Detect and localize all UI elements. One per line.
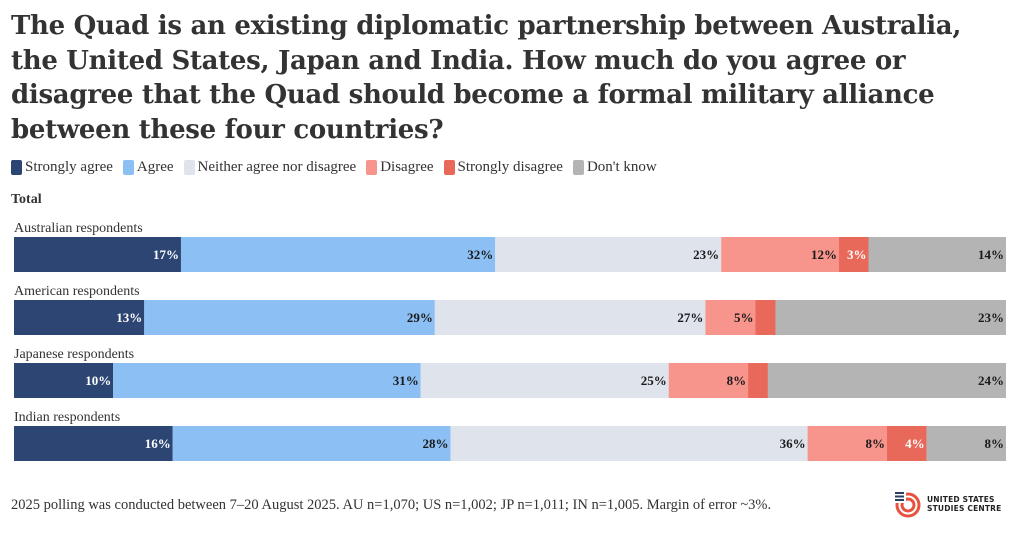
bar-segment-agree — [144, 300, 435, 335]
data-label: 10% — [85, 373, 111, 388]
legend-label: Strongly agree — [25, 159, 113, 175]
bar-segment-strongly-disagree — [748, 363, 768, 398]
legend-label: Agree — [136, 159, 174, 175]
data-label: 32% — [467, 247, 493, 262]
legend-item-strongly-agree: Strongly agree — [11, 159, 113, 176]
legend-item-disagree: Disagree — [366, 159, 434, 176]
footer-note: 2025 polling was conducted between 7–20 … — [11, 497, 772, 513]
legend-swatch — [183, 160, 195, 175]
data-label: 5% — [734, 310, 754, 325]
bar-segment-don-t-know — [767, 363, 1006, 398]
legend-item-agree: Agree — [122, 159, 174, 176]
ussc-logo-icon — [894, 491, 921, 518]
bar-segment-neither-agree-nor-disagree — [434, 300, 706, 335]
row-label: Indian respondents — [14, 410, 120, 425]
chart-title: The Quad is an existing diplomatic partn… — [11, 11, 962, 145]
section-label: Total — [11, 192, 42, 207]
bar-segment-neither-agree-nor-disagree — [420, 363, 669, 398]
legend-swatch — [443, 160, 455, 175]
legend-swatch — [366, 160, 378, 175]
legend-label: Disagree — [380, 159, 434, 175]
bar-segment-disagree — [721, 237, 840, 272]
data-label: 13% — [116, 310, 142, 325]
data-label: 25% — [641, 373, 667, 388]
bar-segment-disagree — [807, 426, 887, 461]
data-label: 28% — [422, 436, 448, 451]
legend-item-don-t-know: Don't know — [572, 159, 657, 176]
bar-segment-strongly-disagree — [886, 426, 927, 461]
row-label: Australian respondents — [14, 221, 143, 236]
row-label: Japanese respondents — [14, 347, 134, 362]
bar-segment-strongly-agree — [14, 363, 114, 398]
legend-item-strongly-disagree: Strongly disagree — [443, 159, 563, 176]
legend-item-neither-agree-nor-disagree: Neither agree nor disagree — [183, 159, 357, 176]
data-label: 24% — [978, 373, 1004, 388]
data-label: 31% — [393, 373, 419, 388]
legend-label: Strongly disagree — [457, 159, 563, 175]
bar-segment-agree — [113, 363, 421, 398]
logo-line-2: STUDIES CENTRE — [927, 504, 1002, 513]
bar-segment-strongly-agree — [14, 237, 181, 272]
ussc-logo: UNITED STATES STUDIES CENTRE — [893, 490, 1001, 518]
data-label: 4% — [905, 436, 925, 451]
data-label: 23% — [978, 310, 1004, 325]
bar-segment-don-t-know — [926, 426, 1006, 461]
bar-segment-agree — [180, 237, 496, 272]
legend-label: Don't know — [586, 159, 657, 175]
legend-swatch — [11, 160, 22, 175]
bar-segment-strongly-agree — [14, 300, 145, 335]
legend: Strongly agree Agree Neither agree nor dis… — [11, 159, 667, 176]
bar-segment-don-t-know — [868, 237, 1006, 272]
data-label: 23% — [693, 247, 719, 262]
bar-segment-strongly-disagree — [755, 300, 776, 335]
bar-segment-disagree — [705, 300, 756, 335]
data-label: 12% — [811, 247, 837, 262]
bar-segment-strongly-agree — [14, 426, 173, 461]
data-label: 36% — [780, 436, 806, 451]
data-label: 17% — [153, 247, 179, 262]
data-label: 14% — [978, 247, 1004, 262]
data-label: 8% — [727, 373, 747, 388]
logo-line-1: UNITED STATES — [927, 495, 995, 504]
data-label: 3% — [847, 247, 867, 262]
data-label: 16% — [145, 436, 171, 451]
row-label: American respondents — [14, 284, 140, 299]
stacked-bar-chart: Australian respondents 17% 32% 23% 12% 3% 14% A… — [14, 221, 1006, 461]
data-label: 27% — [677, 310, 703, 325]
legend-swatch — [122, 160, 134, 175]
bar-segment-strongly-disagree — [839, 237, 869, 272]
bar-segment-disagree — [668, 363, 749, 398]
legend-label: Neither agree nor disagree — [197, 159, 357, 175]
bar-segment-neither-agree-nor-disagree — [495, 237, 722, 272]
data-label: 8% — [865, 436, 885, 451]
legend-swatch — [572, 160, 584, 175]
bar-segment-neither-agree-nor-disagree — [450, 426, 808, 461]
data-label: 29% — [407, 310, 433, 325]
data-label: 8% — [985, 436, 1005, 451]
bar-segment-agree — [172, 426, 451, 461]
bar-segment-don-t-know — [775, 300, 1006, 335]
